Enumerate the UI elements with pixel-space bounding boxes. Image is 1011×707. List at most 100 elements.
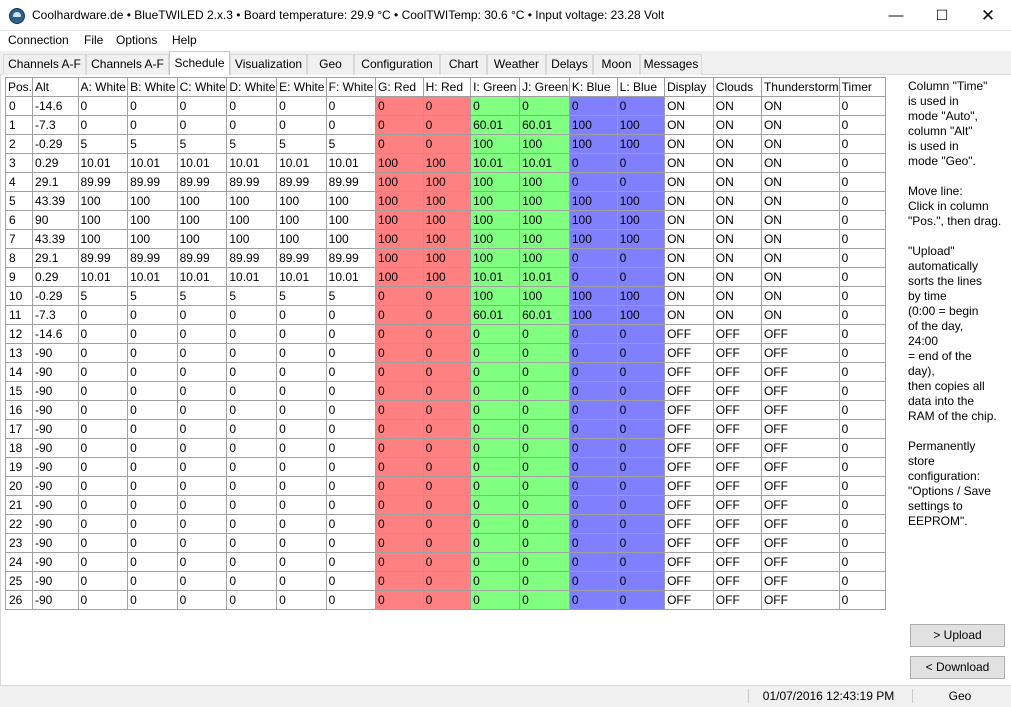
row-position-cell[interactable]: 23: [4, 533, 34, 553]
table-cell[interactable]: 0: [422, 343, 472, 363]
table-cell[interactable]: 0: [375, 286, 424, 306]
table-cell[interactable]: 0: [838, 248, 887, 268]
table-cell[interactable]: 0: [838, 419, 887, 439]
table-cell[interactable]: 0: [127, 115, 178, 135]
table-cell[interactable]: 0: [127, 438, 178, 458]
table-cell[interactable]: 100: [568, 210, 618, 230]
table-cell[interactable]: -90: [32, 362, 79, 382]
table-cell[interactable]: 0: [276, 552, 327, 572]
table-cell[interactable]: 100: [519, 134, 570, 154]
table-cell[interactable]: 0: [422, 590, 472, 610]
column-header[interactable]: J: Green: [519, 77, 570, 97]
table-cell[interactable]: 100: [616, 210, 666, 230]
table-cell[interactable]: 5: [276, 286, 327, 306]
column-header[interactable]: Thunderstorm: [760, 77, 840, 97]
table-cell[interactable]: 100: [616, 286, 666, 306]
table-cell[interactable]: 0: [838, 153, 887, 173]
table-cell[interactable]: 0: [127, 362, 178, 382]
table-cell[interactable]: 100: [616, 191, 666, 211]
table-cell[interactable]: 0: [226, 495, 278, 515]
table-cell[interactable]: 0: [470, 419, 521, 439]
table-cell[interactable]: 10.01: [77, 153, 129, 173]
table-cell[interactable]: 29.1: [32, 248, 79, 268]
table-cell[interactable]: 0: [838, 115, 887, 135]
table-cell[interactable]: OFF: [760, 362, 840, 382]
table-cell[interactable]: 0: [568, 362, 618, 382]
table-cell[interactable]: 0: [375, 381, 424, 401]
table-cell[interactable]: OFF: [664, 552, 714, 572]
table-cell[interactable]: 0: [127, 96, 178, 116]
table-cell[interactable]: 0: [375, 552, 424, 572]
table-cell[interactable]: 5: [226, 286, 278, 306]
table-cell[interactable]: 0: [226, 571, 278, 591]
table-cell[interactable]: ON: [664, 248, 714, 268]
table-cell[interactable]: -90: [32, 438, 79, 458]
column-header[interactable]: Alt: [32, 77, 79, 97]
row-position-cell[interactable]: 2: [4, 134, 34, 154]
table-cell[interactable]: 100: [568, 115, 618, 135]
table-cell[interactable]: 0: [127, 552, 178, 572]
table-cell[interactable]: 0: [375, 324, 424, 344]
table-cell[interactable]: -90: [32, 343, 79, 363]
table-row[interactable]: 0 -14.6 0 0 0 0 0 0 0 0 0 0 0 0 ON ON ON 0: [4, 96, 887, 116]
table-cell[interactable]: 0: [276, 115, 327, 135]
table-cell[interactable]: 100: [276, 229, 327, 249]
table-cell[interactable]: 100: [568, 191, 618, 211]
table-cell[interactable]: 43.39: [32, 191, 79, 211]
table-cell[interactable]: 0: [375, 438, 424, 458]
table-cell[interactable]: 100: [616, 115, 666, 135]
row-position-cell[interactable]: 10: [4, 286, 34, 306]
table-cell[interactable]: -90: [32, 552, 79, 572]
table-cell[interactable]: OFF: [664, 324, 714, 344]
tab-channels-a-f-2[interactable]: Channels A-F: [86, 54, 169, 75]
table-cell[interactable]: 0: [470, 571, 521, 591]
table-cell[interactable]: 0: [470, 495, 521, 515]
row-position-cell[interactable]: 13: [4, 343, 34, 363]
table-cell[interactable]: OFF: [664, 514, 714, 534]
table-cell[interactable]: 0: [176, 457, 228, 477]
table-cell[interactable]: 100: [325, 229, 377, 249]
table-cell[interactable]: 5: [127, 134, 178, 154]
row-position-cell[interactable]: 16: [4, 400, 34, 420]
table-cell[interactable]: 0: [616, 438, 666, 458]
table-cell[interactable]: 0: [422, 381, 472, 401]
table-cell[interactable]: -14.6: [32, 96, 79, 116]
table-cell[interactable]: 0: [519, 533, 570, 553]
table-cell[interactable]: 0: [276, 381, 327, 401]
table-cell[interactable]: OFF: [712, 343, 762, 363]
table-cell[interactable]: 100: [127, 191, 178, 211]
table-cell[interactable]: ON: [664, 153, 714, 173]
row-position-cell[interactable]: 4: [4, 172, 34, 192]
table-cell[interactable]: 0: [838, 172, 887, 192]
table-cell[interactable]: OFF: [712, 400, 762, 420]
table-cell[interactable]: 0: [325, 514, 377, 534]
table-cell[interactable]: -90: [32, 381, 79, 401]
column-header[interactable]: B: White: [127, 77, 178, 97]
table-cell[interactable]: 0: [375, 533, 424, 553]
table-row[interactable]: 17 -90 0 0 0 0 0 0 0 0 0 0 0 0 OFF OFF OFF 0: [4, 419, 887, 439]
table-row[interactable]: 8 29.1 89.99 89.99 89.99 89.99 89.99 89.99 100 10…: [4, 248, 887, 268]
column-header[interactable]: F: White: [325, 77, 377, 97]
table-cell[interactable]: 0: [422, 457, 472, 477]
table-cell[interactable]: 10.01: [276, 267, 327, 287]
table-cell[interactable]: 0: [422, 305, 472, 325]
table-cell[interactable]: 0: [226, 552, 278, 572]
table-cell[interactable]: ON: [760, 96, 840, 116]
table-cell[interactable]: 100: [422, 267, 472, 287]
table-cell[interactable]: 0: [375, 400, 424, 420]
schedule-grid[interactable]: Pos. Alt A: White B: White C: White D: White E…: [4, 77, 887, 610]
table-cell[interactable]: 100: [375, 267, 424, 287]
table-cell[interactable]: 0: [422, 96, 472, 116]
table-cell[interactable]: ON: [760, 210, 840, 230]
table-cell[interactable]: 0: [176, 343, 228, 363]
table-cell[interactable]: 0: [838, 343, 887, 363]
table-cell[interactable]: 100: [226, 191, 278, 211]
table-cell[interactable]: 0: [519, 552, 570, 572]
row-position-cell[interactable]: 15: [4, 381, 34, 401]
table-cell[interactable]: OFF: [760, 457, 840, 477]
table-cell[interactable]: OFF: [664, 419, 714, 439]
maximize-button[interactable]: ☐: [935, 7, 949, 23]
table-cell[interactable]: 100: [226, 229, 278, 249]
table-cell[interactable]: 0: [616, 153, 666, 173]
table-cell[interactable]: ON: [712, 115, 762, 135]
